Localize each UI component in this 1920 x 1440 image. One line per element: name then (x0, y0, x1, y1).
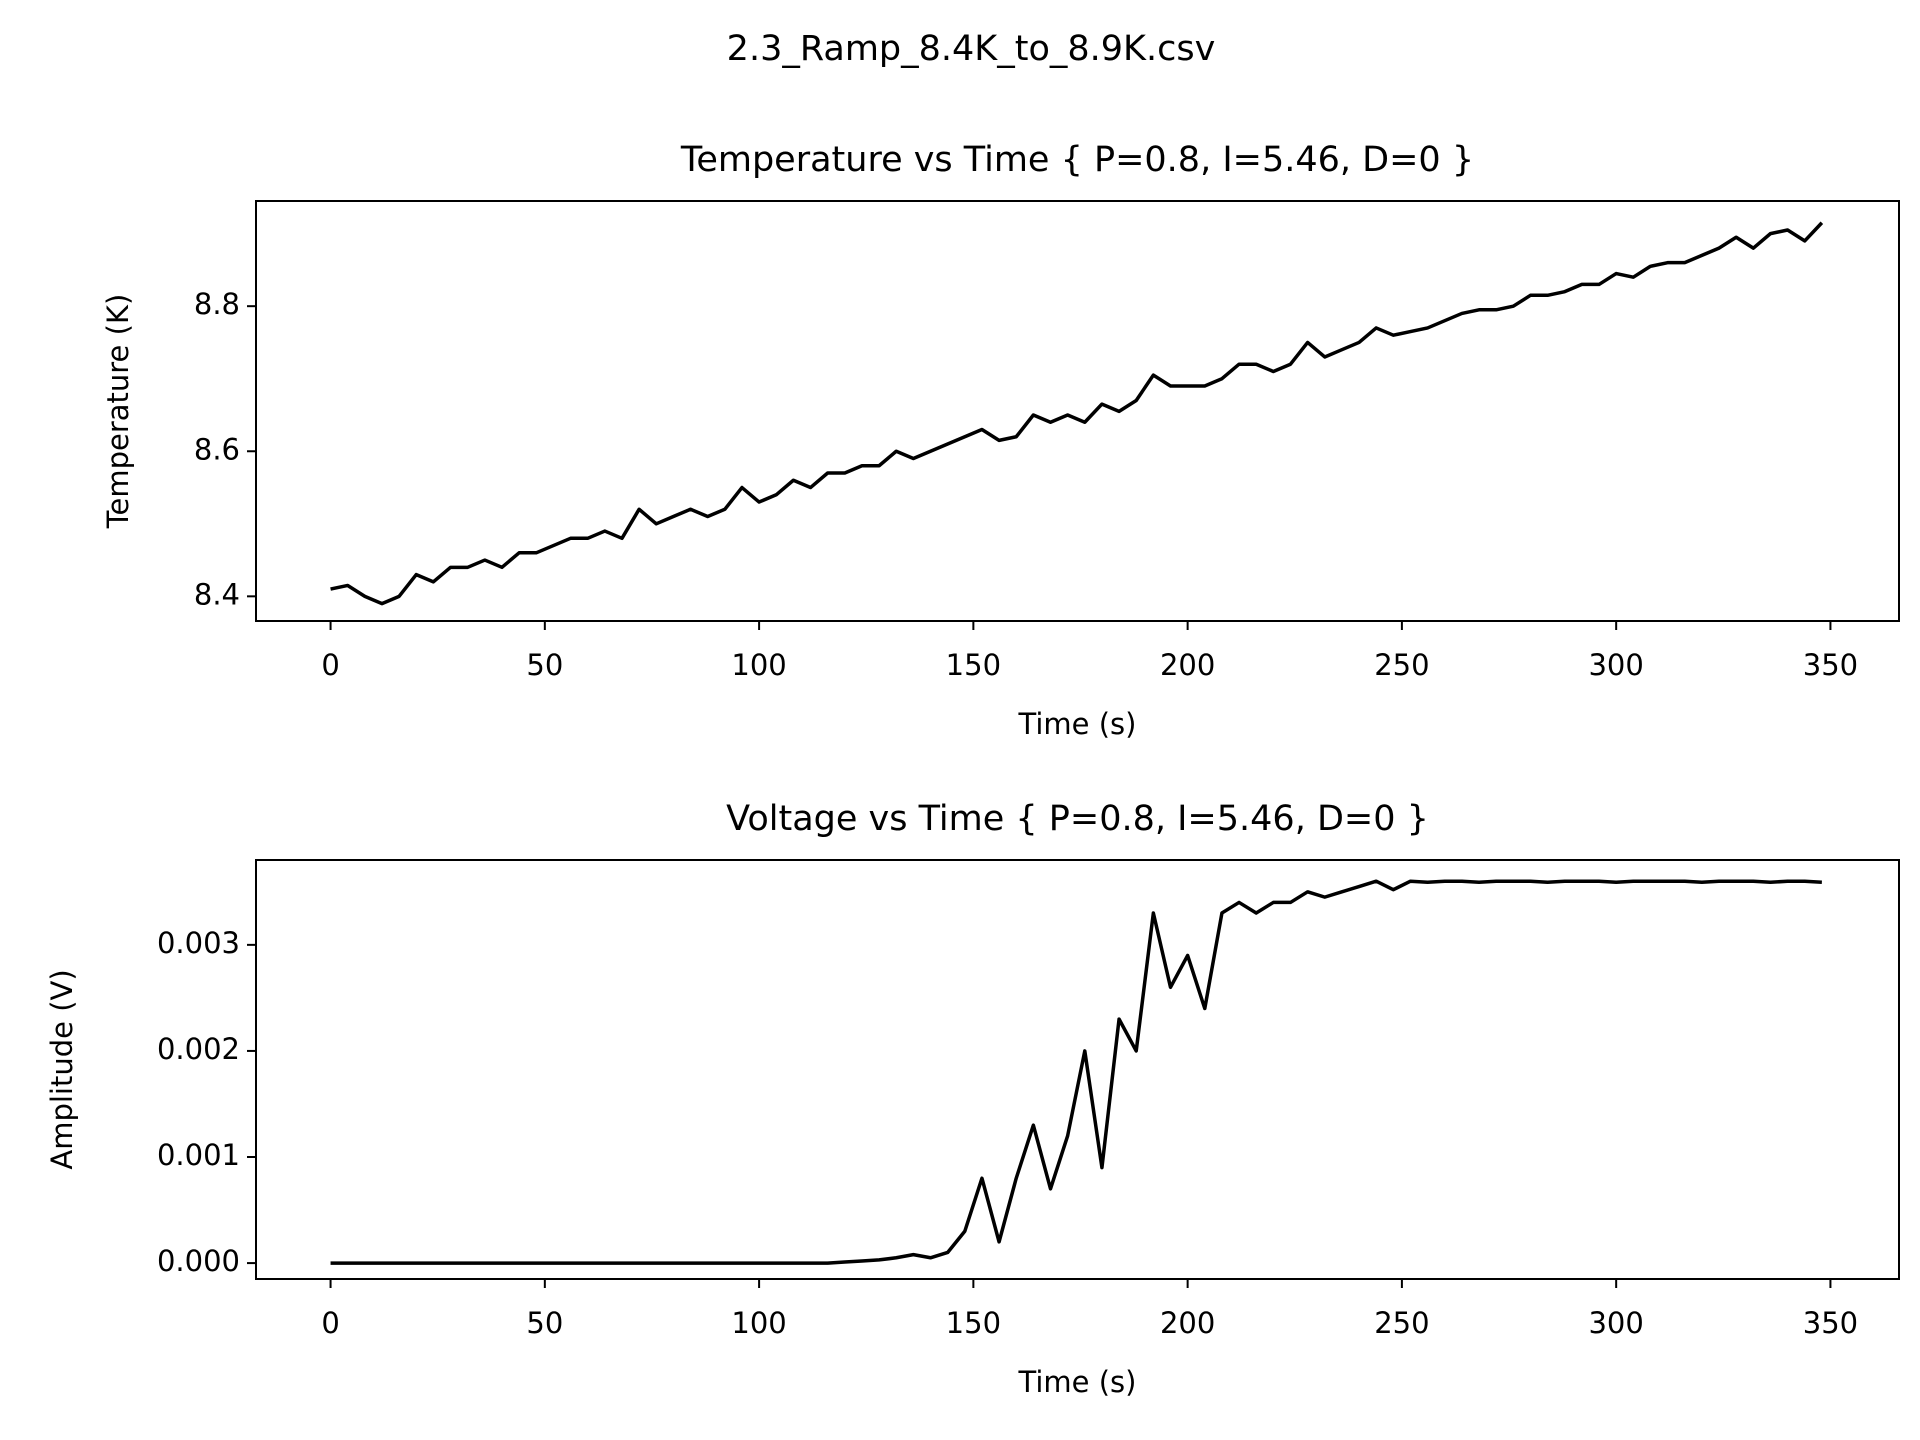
y-axis-label: Amplitude (V) (45, 969, 79, 1169)
axes-frame (255, 200, 1900, 622)
figure-title: 2.3_Ramp_8.4K_to_8.9K.csv (727, 29, 1216, 69)
x-axis-label: Time (s) (1018, 707, 1137, 741)
subplot-title: Temperature vs Time { P=0.8, I=5.46, D=0… (680, 140, 1474, 180)
x-tick-label: 100 (731, 648, 786, 682)
x-tick-label: 250 (1374, 1306, 1429, 1340)
y-tick-label: 8.8 (194, 287, 240, 321)
axes-frame (255, 859, 1900, 1280)
x-tick-label: 150 (946, 1306, 1001, 1340)
y-tick-label: 8.6 (194, 432, 240, 466)
x-tick-label: 200 (1160, 648, 1215, 682)
y-tick-label: 0.000 (157, 1244, 240, 1278)
x-tick-label: 300 (1588, 648, 1643, 682)
x-tick-label: 100 (731, 1306, 786, 1340)
y-tick-label: 0.003 (157, 926, 240, 960)
subplot-title: Voltage vs Time { P=0.8, I=5.46, D=0 } (726, 799, 1429, 839)
y-axis-label: Temperature (K) (101, 294, 135, 530)
x-tick-label: 150 (946, 648, 1001, 682)
x-tick-label: 0 (321, 648, 339, 682)
y-tick-label: 0.001 (157, 1138, 240, 1172)
y-tick-label: 8.4 (194, 577, 240, 611)
x-tick-label: 350 (1803, 648, 1858, 682)
x-tick-label: 250 (1374, 648, 1429, 682)
x-tick-label: 300 (1588, 1306, 1643, 1340)
x-tick-label: 50 (526, 1306, 563, 1340)
data-line (330, 879, 1822, 1265)
y-tick-label: 0.002 (157, 1032, 240, 1066)
x-tick-label: 0 (321, 1306, 339, 1340)
x-tick-label: 200 (1160, 1306, 1215, 1340)
x-tick-label: 50 (526, 648, 563, 682)
x-tick-label: 350 (1803, 1306, 1858, 1340)
data-line (330, 221, 1824, 606)
x-axis-label: Time (s) (1018, 1365, 1137, 1399)
